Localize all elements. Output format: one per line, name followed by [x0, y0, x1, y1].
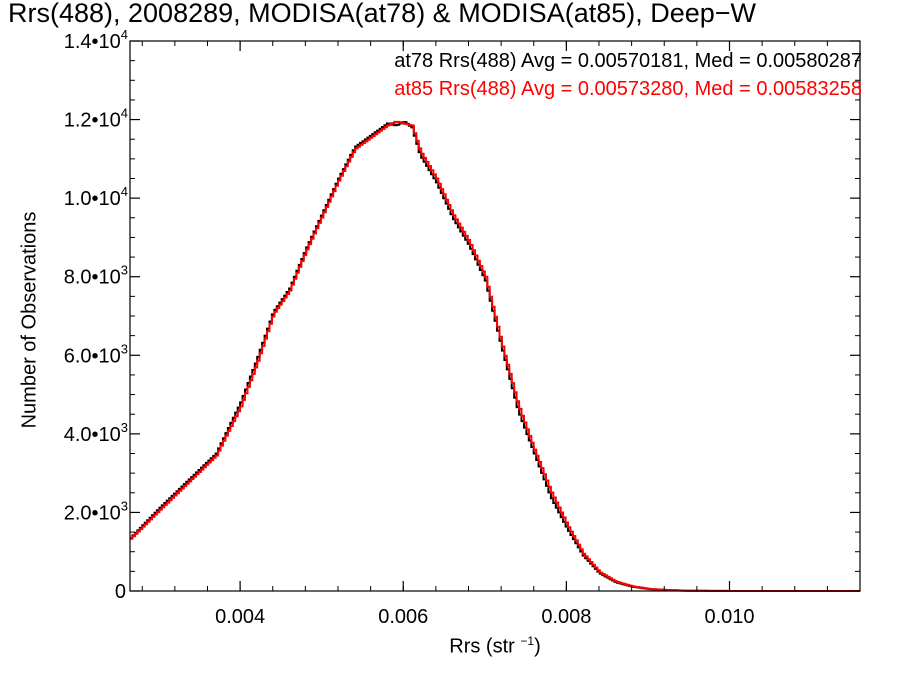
- y-tick-label: 1.0•104: [64, 184, 128, 210]
- series-at78-line: [130, 121, 860, 592]
- x-axis-label-text: Rrs (str: [449, 635, 515, 658]
- chart-title: Rrs(488), 2008289, MODISA(at78) & MODISA…: [8, 0, 757, 28]
- y-tick-label: 8.0•103: [64, 263, 128, 289]
- y-tick-label: 6.0•103: [64, 341, 128, 367]
- series-at85-line: [130, 120, 860, 592]
- x-tick-label: 0.008: [541, 606, 591, 628]
- x-tick-label: 0.006: [378, 606, 428, 628]
- legend-entry-at78: at78 Rrs(488) Avg = 0.00570181, Med = 0.…: [394, 50, 862, 72]
- y-axis-label: Number of Observations: [18, 211, 41, 429]
- x-axis-label-exponent: −1: [520, 634, 535, 648]
- x-axis-label-suffix: ): [534, 635, 541, 658]
- y-tick-label: 1.2•104: [64, 106, 128, 132]
- x-tick-label: 0.010: [704, 606, 754, 628]
- legend-entry-at85: at85 Rrs(488) Avg = 0.00573280, Med = 0.…: [394, 78, 862, 100]
- x-axis-label: Rrs (str −1): [449, 634, 540, 659]
- y-tick-label: 1.4•104: [64, 27, 128, 53]
- y-tick-label: 4.0•103: [64, 420, 128, 446]
- y-tick-label: 0: [115, 581, 126, 603]
- x-tick-label: 0.004: [215, 606, 265, 628]
- y-tick-label: 2.0•103: [64, 498, 128, 524]
